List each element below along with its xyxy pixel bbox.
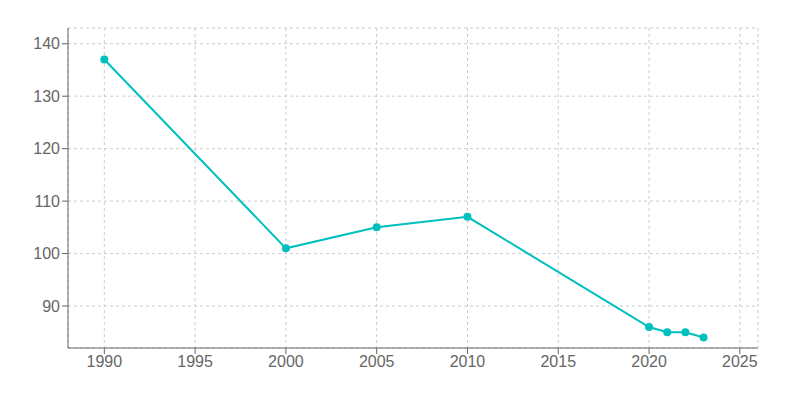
svg-text:130: 130 bbox=[33, 88, 60, 105]
svg-text:2025: 2025 bbox=[722, 353, 758, 370]
svg-text:120: 120 bbox=[33, 140, 60, 157]
svg-text:90: 90 bbox=[42, 298, 60, 315]
svg-text:100: 100 bbox=[33, 245, 60, 262]
svg-text:2015: 2015 bbox=[540, 353, 576, 370]
svg-text:1990: 1990 bbox=[87, 353, 123, 370]
svg-text:110: 110 bbox=[34, 193, 60, 210]
svg-text:2005: 2005 bbox=[359, 353, 395, 370]
svg-text:2000: 2000 bbox=[268, 353, 304, 370]
svg-text:1995: 1995 bbox=[177, 353, 213, 370]
svg-text:2010: 2010 bbox=[450, 353, 486, 370]
svg-text:140: 140 bbox=[33, 35, 60, 52]
svg-text:2020: 2020 bbox=[631, 353, 667, 370]
